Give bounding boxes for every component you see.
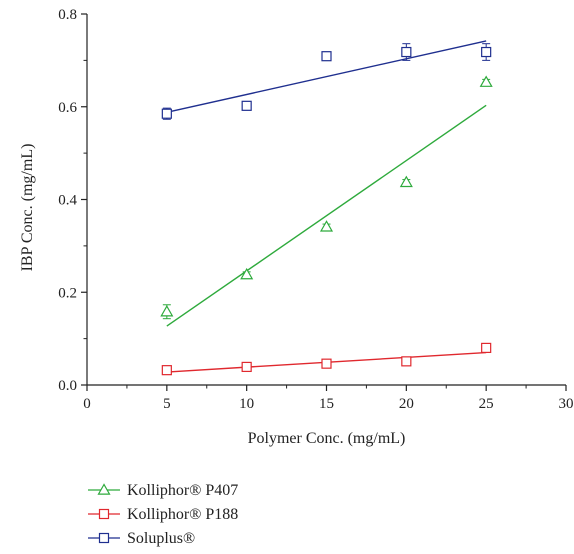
legend-label: Kolliphor® P407 [127,482,238,499]
legend-item-p407: Kolliphor® P407 [88,482,238,499]
legend-label: Soluplus® [127,530,195,547]
x-tick-label: 10 [239,396,254,412]
axes: 0 5 10 15 20 25 30 0.0 0.2 0.4 0.6 0.8 [58,7,573,412]
x-tick-label: 15 [319,396,334,412]
data-point-p188 [401,356,412,367]
legend-marker [98,508,110,520]
data-point-soluplus [321,51,332,62]
data-point-p188 [161,365,172,376]
fit-line-p407 [166,104,487,327]
legend-item-p188: Kolliphor® P188 [88,506,238,523]
legend-marker [98,532,110,544]
data-point-p407 [240,267,254,280]
data-point-p407 [399,175,413,188]
data-point-p407 [319,220,334,232]
fit-line-soluplus [166,40,487,113]
y-tick-label: 0.6 [58,100,77,116]
y-tick-label: 0.2 [58,285,77,301]
data-marks [160,43,493,376]
legend-marker [97,483,111,495]
y-axis-title: IBP Conc. (mg/mL) [19,144,36,272]
legend: Kolliphor® P407 Kolliphor® P188 Soluplus® [88,482,238,547]
x-tick-label: 20 [399,396,414,412]
y-tick-label: 0.4 [58,193,77,209]
y-tick-label: 0.0 [58,378,77,394]
legend-item-soluplus: Soluplus® [88,530,195,547]
x-axis-title: Polymer Conc. (mg/mL) [248,430,406,447]
data-point-soluplus [401,46,412,58]
data-point-soluplus [481,46,492,58]
data-point-soluplus [241,100,252,111]
data-point-p188 [241,361,252,373]
x-tick-label: 0 [83,396,91,412]
data-point-soluplus [161,108,172,119]
fit-lines [166,40,487,373]
legend-label: Kolliphor® P188 [127,506,238,523]
data-point-p407 [160,305,174,317]
data-point-p188 [321,358,332,369]
data-point-p188 [481,342,492,353]
x-tick-label: 5 [163,396,171,412]
y-tick-label: 0.8 [58,7,77,23]
x-tick-label: 25 [479,396,494,412]
data-point-p407 [479,75,493,87]
x-tick-label: 30 [559,396,574,412]
